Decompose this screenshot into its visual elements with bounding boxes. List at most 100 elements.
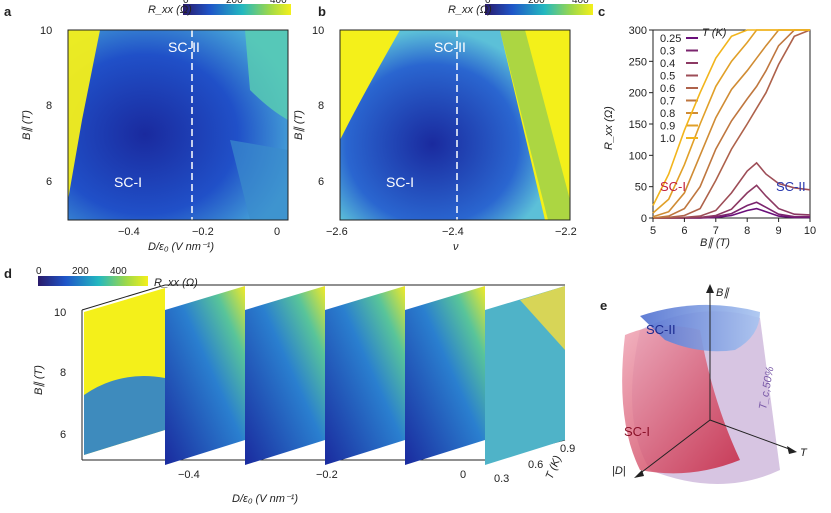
- x-tick-label-5: 5: [650, 225, 656, 237]
- series-line-0.7: [652, 29, 810, 219]
- panel-a-xlabel: D/ε₀ (V nm⁻¹): [148, 241, 214, 253]
- panel-c-sc2-label: SC-II: [776, 179, 806, 194]
- panel-a-teal-top: [245, 30, 288, 120]
- panel-a-ylabel: B∥ (T): [21, 110, 33, 140]
- panel-a-ytick-10: 10: [40, 25, 52, 37]
- panel-a-sc1-label: SC-I: [114, 174, 142, 190]
- panel-b-ytick-8: 8: [318, 100, 324, 112]
- panel-d-ytick-10: 10: [54, 307, 66, 319]
- legend-label-0.7: 0.7: [660, 96, 675, 108]
- legend-label-0.4: 0.4: [660, 58, 675, 70]
- panel-b-letter: b: [318, 4, 326, 19]
- panel-a-colorbar-label: R_xx (Ω): [148, 4, 192, 16]
- panel-e-sc2-surface: [640, 304, 760, 352]
- x-tick-label-8: 8: [744, 225, 750, 237]
- panel-e-label-b: B∥: [716, 287, 730, 299]
- panel-a-xtick-02: −0.2: [192, 226, 214, 238]
- panel-d-colorbar-label: R_xx (Ω): [154, 277, 198, 289]
- y-tick-label-0: 0: [641, 213, 647, 225]
- panel-d-xtick-02: −0.2: [316, 469, 338, 481]
- panel-d-slice-3: [245, 286, 325, 465]
- panel-b-xtick-24: −2.4: [442, 226, 464, 238]
- panel-b-cbar-tick-1: 200: [528, 0, 545, 6]
- x-tick-label-10: 10: [804, 225, 816, 237]
- x-tick-label-7: 7: [713, 225, 719, 237]
- panel-e-axis-t: [709, 419, 793, 451]
- panel-e-label-t: T: [800, 447, 808, 459]
- panel-d-xtick-0: 0: [460, 469, 466, 481]
- panel-b-cbar-tick-2: 400: [572, 0, 589, 6]
- panel-c-xlabel: B∥ (T): [700, 237, 730, 249]
- panel-d-ztick-06: 0.6: [528, 459, 543, 471]
- panel-a-ytick-6: 6: [46, 176, 52, 188]
- legend-label-0.9: 0.9: [660, 121, 675, 133]
- panel-a-letter: a: [4, 4, 12, 19]
- panel-d-slice-5: [405, 286, 485, 465]
- panel-c-ylabel: R_xx (Ω): [603, 106, 615, 150]
- panel-a-frame: [67, 29, 289, 221]
- panel-b-xtick-26: −2.6: [326, 226, 348, 238]
- panel-b-xlabel: ν: [453, 241, 459, 253]
- panel-d-ylabel: B∥ (T): [33, 365, 45, 395]
- x-tick-label-9: 9: [776, 225, 782, 237]
- panel-b: b R_xx (Ω) 0 200 400 SC-II SC-I 10 8 6 −…: [293, 0, 593, 253]
- panel-d-ytick-8: 8: [60, 367, 66, 379]
- panel-a-yellow-left: [68, 30, 100, 200]
- panel-b-cbar-tick-0: 0: [485, 0, 491, 6]
- panel-a-ytick-8: 8: [46, 100, 52, 112]
- legend-label-0.5: 0.5: [660, 71, 675, 83]
- panel-a-cbar-tick-1: 200: [226, 0, 243, 6]
- panel-e-sc2-label: SC-II: [646, 322, 676, 337]
- panel-d-ytick-6: 6: [60, 429, 66, 441]
- panel-d-ztick-09: 0.9: [560, 443, 575, 455]
- panel-e-axis-d-arrow: [634, 470, 644, 478]
- y-tick-label-150: 150: [629, 119, 647, 131]
- legend-label-0.3: 0.3: [660, 46, 675, 58]
- panel-e-sc1-label: SC-I: [624, 424, 650, 439]
- panel-b-ytick-6: 6: [318, 176, 324, 188]
- panel-b-ytick-10: 10: [312, 25, 324, 37]
- legend-label-0.25: 0.25: [660, 33, 681, 45]
- panel-d-xlabel: D/ε₀ (V nm⁻¹): [232, 493, 298, 505]
- panel-e-label-d: |D|: [612, 465, 626, 477]
- legend-label-1.0: 1.0: [660, 133, 675, 145]
- panel-e-letter: e: [600, 298, 607, 313]
- panel-a-xtick-0: 0: [274, 226, 280, 238]
- panel-c-letter: c: [598, 4, 605, 19]
- panel-d-slice-2: [165, 286, 245, 465]
- panel-d-letter: d: [4, 266, 12, 281]
- panel-d-slice-6: [485, 286, 565, 465]
- panel-b-heatmap-dome: [340, 30, 545, 220]
- panel-b-frame: [339, 29, 571, 221]
- legend-label-0.8: 0.8: [660, 108, 675, 120]
- panel-b-colorbar: [485, 4, 593, 15]
- panel-d-slice-6-yellow: [520, 286, 565, 350]
- panel-e-sc1-surface: [622, 326, 740, 474]
- panel-d-slice-4: [325, 286, 405, 465]
- series-line-0.6: [652, 29, 811, 219]
- panel-e: e B∥ T |D| SC-II SC-I T_c,50%: [600, 284, 808, 484]
- y-tick-label-300: 300: [629, 25, 647, 37]
- panel-a-xtick-04: −0.4: [118, 226, 140, 238]
- panel-d-colorbar: [38, 276, 148, 286]
- panel-a-colorbar: [183, 4, 291, 15]
- panel-d-xtick-04: −0.4: [178, 469, 200, 481]
- series-line-0.5: [653, 161, 811, 219]
- panel-a-cbar-tick-2: 400: [270, 0, 287, 6]
- panel-b-green-edge: [500, 30, 570, 220]
- panel-b-sc1-label: SC-I: [386, 174, 414, 190]
- y-tick-label-50: 50: [635, 182, 647, 194]
- panel-b-sc2-label: SC-II: [434, 39, 466, 55]
- panel-e-axis-b-arrow: [706, 284, 714, 293]
- legend-label-0.6: 0.6: [660, 83, 675, 95]
- panel-a-sc2-label: SC-II: [168, 39, 200, 55]
- y-tick-label-100: 100: [629, 150, 647, 162]
- panel-d-cbar-tick-1: 200: [72, 266, 89, 277]
- panel-d-cbar-tick-0: 0: [36, 266, 42, 277]
- panel-e-axis-t-arrow: [787, 446, 797, 454]
- panel-b-colorbar-label: R_xx (Ω): [448, 4, 492, 16]
- panel-e-axis-d: [637, 419, 711, 476]
- panel-d-box-top-left: [81, 284, 166, 311]
- series-line-1.0: [652, 29, 810, 206]
